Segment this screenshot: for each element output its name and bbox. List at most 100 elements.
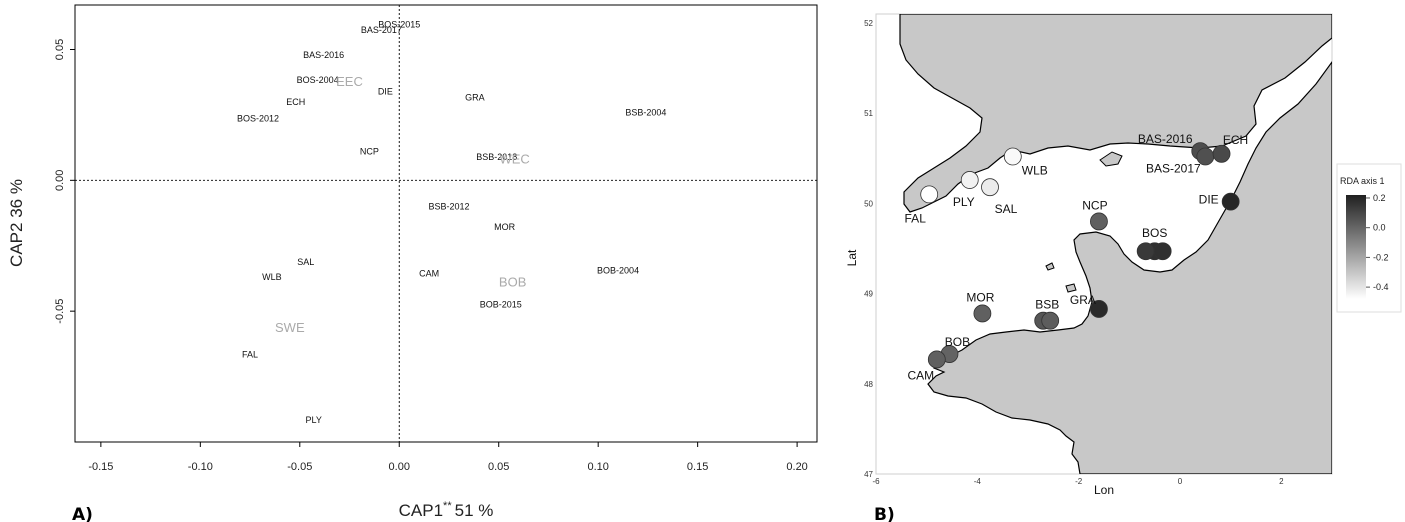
lon-tick-label: -4 <box>974 477 982 486</box>
land-britain <box>899 14 1332 213</box>
site-label: BOS <box>1142 226 1167 240</box>
point-label: BOS-2015 <box>378 20 420 30</box>
group-labels: EEC WEC BOB SWE <box>275 74 530 335</box>
map-site-labels: BAS-2016 BAS-2017 ECH DIE WLB PLY SAL FAL NCP BOS… <box>905 132 1249 382</box>
point-label: BAS-2017 <box>361 25 402 35</box>
point-label: BSB-2012 <box>428 201 469 211</box>
land-island-wight <box>1099 151 1123 167</box>
x-axis-significance: ** <box>443 500 452 512</box>
lon-tick-label: 0 <box>1178 477 1183 486</box>
lat-tick-label: 50 <box>864 199 873 208</box>
x-tick-label: -0.10 <box>188 461 213 473</box>
site-label: BAS-2016 <box>1138 132 1193 146</box>
site-label: BSB <box>1035 298 1059 312</box>
x-tick-label: 0.05 <box>488 461 509 473</box>
x-tick-label: 0.20 <box>786 461 807 473</box>
group-label: SWE <box>275 320 305 335</box>
site-marker <box>1136 242 1155 261</box>
map-x-axis-title: Lon <box>1094 483 1114 497</box>
site-label: BOB <box>945 335 970 349</box>
legend-title: RDA axis 1 <box>1340 176 1385 186</box>
map-panel: -6 -4 -2 0 2 52 51 50 49 48 47 BAS-2016 BAS-2017 ECH… <box>845 13 1402 522</box>
y-tick-label: -0.05 <box>54 299 66 324</box>
point-label: DIE <box>378 86 393 96</box>
lon-tick-label: 2 <box>1279 477 1284 486</box>
lon-tick-label: -2 <box>1075 477 1083 486</box>
map-axis-ticks: -6 -4 -2 0 2 52 51 50 49 48 47 <box>864 19 1284 486</box>
x-tick-label: -0.15 <box>88 461 113 473</box>
reference-lines <box>75 5 817 442</box>
group-label: BOB <box>499 274 526 289</box>
group-label: EEC <box>336 74 363 89</box>
site-label: MOR <box>966 290 994 304</box>
point-label: BOB-2015 <box>480 300 522 310</box>
plot-frame <box>74 4 818 443</box>
point-label: SAL <box>297 257 314 267</box>
site-marker <box>981 178 999 197</box>
point-label: BSB-2018 <box>476 152 517 162</box>
lat-tick-label: 47 <box>864 470 873 479</box>
y-tick-label: 0.05 <box>54 39 66 60</box>
land-island-guernsey <box>1045 262 1055 271</box>
point-label: BSB-2004 <box>625 107 666 117</box>
x-axis-percent: 51 % <box>455 501 494 520</box>
site-label: NCP <box>1082 198 1107 212</box>
x-tick-label: 0.15 <box>687 461 708 473</box>
point-label: WLB <box>262 272 282 282</box>
site-label: GRA <box>1070 293 1096 307</box>
site-marker <box>1221 192 1240 211</box>
lat-tick-label: 51 <box>864 109 873 118</box>
panel-a-label: A) <box>72 505 93 522</box>
point-label: GRA <box>465 92 485 102</box>
y-axis-title: CAP2 36 % <box>7 179 26 267</box>
cap-ordination-panel: -0.15 -0.10 -0.05 0.00 0.05 0.10 0.15 0.20 -0.05… <box>7 4 818 522</box>
site-label: BAS-2017 <box>1146 162 1201 176</box>
point-label: CAM <box>419 269 439 279</box>
site-marker <box>1041 311 1060 330</box>
map-sites <box>920 142 1240 369</box>
site-marker <box>960 171 979 189</box>
site-marker <box>920 185 939 204</box>
site-marker <box>927 350 946 369</box>
lat-tick-label: 52 <box>864 19 873 28</box>
site-label: CAM <box>907 368 934 382</box>
point-label: PLY <box>306 415 322 425</box>
site-label: SAL <box>995 202 1018 216</box>
site-marker <box>1090 212 1108 231</box>
point-label: BOS-2012 <box>237 113 279 123</box>
point-label: NCP <box>360 147 379 157</box>
lat-tick-label: 48 <box>864 380 873 389</box>
x-tick-label: -0.05 <box>287 461 312 473</box>
site-label: ECH <box>1223 133 1248 147</box>
land-france <box>927 60 1332 474</box>
site-marker <box>1003 147 1022 166</box>
axis-ticks: -0.15 -0.10 -0.05 0.00 0.05 0.10 0.15 0.20 -0.05… <box>54 39 808 473</box>
site-marker <box>1090 300 1108 318</box>
x-tick-label: 0.10 <box>587 461 608 473</box>
point-label: FAL <box>242 349 258 359</box>
point-label: MOR <box>494 222 515 232</box>
point-label: BOB-2004 <box>597 266 639 276</box>
point-label: BAS-2016 <box>303 50 344 60</box>
site-marker <box>973 304 992 323</box>
legend-colorbar <box>1346 195 1366 299</box>
legend-tick-label: -0.2 <box>1373 252 1389 262</box>
x-tick-label: 0.00 <box>389 461 410 473</box>
site-label: FAL <box>905 211 927 225</box>
site-label: DIE <box>1199 193 1219 207</box>
y-tick-label: 0.00 <box>54 170 66 191</box>
color-legend: RDA axis 1 0.2 0.0 -0.2 -0.4 <box>1336 163 1402 313</box>
legend-tick-label: 0.0 <box>1373 223 1386 233</box>
map-land <box>899 14 1332 474</box>
point-label: BOS-2004 <box>297 75 339 85</box>
land-island-jersey <box>1065 283 1077 293</box>
x-axis-title: CAP1** 51 % <box>399 500 494 520</box>
site-label: WLB <box>1022 164 1048 178</box>
legend-tick-label: 0.2 <box>1373 193 1386 203</box>
lon-tick-label: -6 <box>872 477 880 486</box>
legend-tick-label: -0.4 <box>1373 282 1389 292</box>
group-label: WEC <box>499 151 529 166</box>
site-marker <box>1212 144 1231 163</box>
